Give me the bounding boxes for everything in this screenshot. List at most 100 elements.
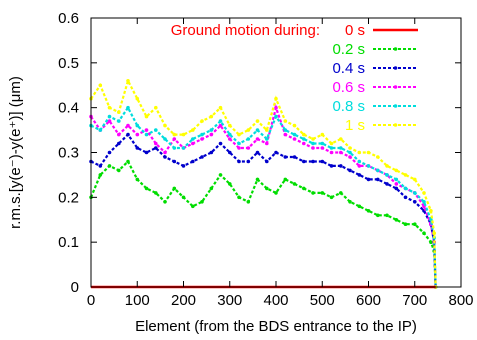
data-point — [255, 119, 260, 123]
legend: Ground motion during: 0 s 0.2 s 0.4 s 0.6 s… — [171, 22, 418, 134]
data-point — [255, 128, 260, 132]
data-point — [126, 159, 130, 164]
data-point — [329, 150, 334, 155]
x-tick-label: 500 — [310, 292, 335, 309]
data-point — [172, 186, 177, 191]
data-point — [98, 173, 103, 177]
data-point — [200, 137, 204, 141]
data-point — [135, 177, 140, 182]
data-point — [107, 114, 112, 119]
data-point — [144, 114, 149, 119]
data-point — [117, 141, 121, 146]
data-point — [117, 110, 121, 114]
data-point — [265, 137, 269, 141]
data-point — [117, 168, 121, 173]
data-point — [265, 159, 269, 164]
data-point — [246, 146, 251, 150]
legend-item-0-4-s: 0.4 s — [332, 60, 418, 77]
data-point — [292, 137, 297, 141]
data-point — [348, 168, 352, 173]
data-point — [302, 137, 306, 141]
legend-item-1-s: 1 s — [345, 117, 418, 134]
data-point — [376, 177, 380, 182]
data-point — [274, 105, 278, 110]
x-tick-label: 700 — [402, 292, 427, 309]
data-point — [366, 209, 371, 213]
data-point — [126, 105, 130, 110]
data-point — [429, 209, 433, 213]
data-point — [432, 231, 437, 235]
data-point — [191, 204, 195, 209]
data-point — [237, 159, 241, 164]
data-point — [135, 123, 140, 128]
data-point — [311, 141, 315, 146]
legend-label: 0.2 s — [332, 41, 365, 58]
data-point — [265, 141, 269, 146]
data-point — [403, 173, 408, 177]
data-point — [292, 155, 297, 159]
data-point — [172, 137, 177, 141]
legend-item-0-6-s: 0.6 s — [332, 79, 418, 96]
data-point — [200, 119, 204, 123]
legend-item-0-s: 0 s — [345, 22, 418, 39]
data-point — [181, 132, 186, 137]
data-point — [191, 137, 195, 141]
data-point — [311, 191, 315, 195]
data-point — [422, 231, 426, 235]
data-point — [413, 200, 417, 204]
data-point — [339, 146, 343, 150]
y-tick-label: 0.6 — [58, 10, 79, 27]
data-point — [320, 141, 325, 146]
data-point — [274, 96, 278, 101]
data-point — [144, 186, 149, 191]
legend-label: 0.6 s — [332, 79, 365, 96]
y-axis-label: r.m.s.[y(e⁻)-y(e⁺)] (μm) — [7, 76, 24, 229]
data-point — [163, 137, 167, 141]
data-point — [191, 159, 195, 164]
legend-item-0-2-s: 0.2 s — [332, 41, 418, 58]
data-point — [255, 177, 260, 182]
data-point — [135, 96, 140, 101]
data-point — [126, 123, 130, 128]
data-point — [283, 119, 288, 123]
series-0-4-s — [89, 132, 438, 289]
data-point — [154, 128, 158, 132]
x-axis-label: Element (from the BDS entrance to the IP… — [135, 318, 417, 335]
data-point — [209, 186, 214, 191]
data-point — [200, 155, 204, 159]
data-point — [126, 79, 130, 83]
data-point — [218, 105, 223, 110]
data-point — [394, 186, 399, 191]
data-point — [228, 150, 232, 155]
series-0-8-s — [89, 105, 438, 289]
data-point — [339, 137, 343, 141]
data-point — [357, 164, 362, 168]
series-0-6-s — [89, 103, 438, 289]
data-point — [329, 146, 334, 150]
data-point — [339, 191, 343, 195]
data-point — [274, 150, 278, 155]
data-point — [394, 182, 399, 186]
data-point — [163, 200, 167, 204]
x-tick-label: 400 — [263, 292, 288, 309]
data-point — [357, 173, 362, 177]
data-point — [357, 150, 362, 155]
data-point — [320, 132, 325, 137]
data-point — [200, 132, 204, 137]
data-point — [348, 200, 352, 204]
data-point — [292, 123, 297, 128]
y-tick-label: 0.5 — [58, 55, 79, 72]
data-point — [107, 164, 112, 168]
data-point — [357, 159, 362, 164]
data-point — [394, 177, 399, 182]
data-point — [422, 200, 426, 204]
data-point — [218, 141, 223, 146]
data-point — [107, 119, 112, 123]
data-point — [172, 159, 177, 164]
data-point — [237, 141, 241, 146]
data-point — [348, 155, 352, 159]
data-point — [172, 132, 177, 137]
data-point — [265, 186, 269, 191]
